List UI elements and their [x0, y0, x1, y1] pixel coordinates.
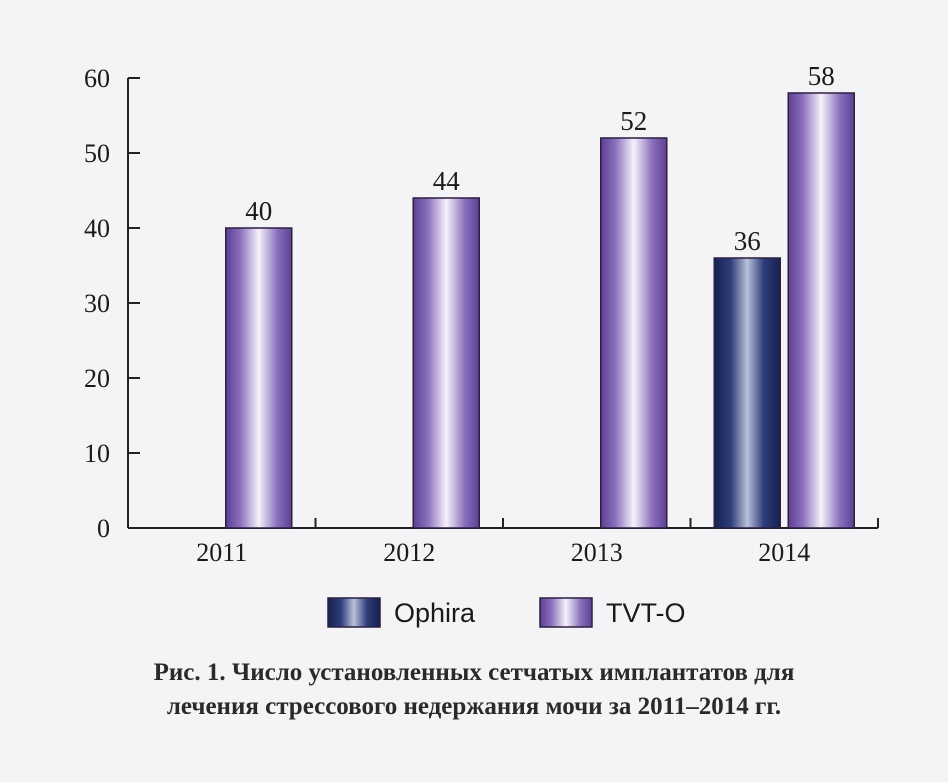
- bar-chart: 0 10 20 30 40 50 60 2011 2012 2013 2014 36 40 44 52 58…: [84, 61, 879, 628]
- y-tick-label: 50: [84, 139, 110, 168]
- bar-ophira-2014: [713, 257, 781, 529]
- y-tick-label: 10: [84, 439, 110, 468]
- data-label: 58: [808, 61, 835, 91]
- x-tick-label: 2014: [758, 538, 810, 567]
- data-label: 40: [245, 196, 272, 226]
- x-tick-label: 2013: [571, 538, 623, 567]
- caption-line-2: лечения стрессового недержания мочи за 2…: [166, 693, 782, 720]
- y-tick-label: 40: [84, 214, 110, 243]
- y-tick-label: 0: [97, 514, 110, 543]
- axes: 0 10 20 30 40 50 60 2011 2012 2013 2014: [84, 64, 879, 567]
- figure-caption: Рис. 1. Число установленных сетчатых имп…: [0, 656, 948, 724]
- x-tick-label: 2011: [196, 538, 247, 567]
- data-labels: 36 40 44 52 58: [245, 61, 835, 256]
- y-tick-label: 60: [84, 64, 110, 93]
- caption-line-1: Рис. 1. Число установленных сетчатых имп…: [153, 659, 795, 686]
- legend-swatch-tvt-o: [539, 597, 593, 628]
- bar-tvt-o-2012: [412, 197, 480, 529]
- data-label: 44: [433, 166, 461, 196]
- bar-tvt-o-2014: [787, 92, 855, 529]
- bar-tvt-o-2013: [600, 137, 668, 529]
- legend-swatch-ophira: [327, 597, 381, 628]
- legend-label: Ophira: [394, 598, 476, 628]
- x-tick-label: 2012: [383, 538, 435, 567]
- data-label: 52: [620, 106, 647, 136]
- y-tick-label: 20: [84, 364, 110, 393]
- bars: [225, 92, 855, 529]
- bar-tvt-o-2011: [225, 227, 293, 529]
- data-label: 36: [734, 226, 761, 256]
- legend: Ophira TVT-O: [327, 597, 686, 628]
- y-tick-label: 30: [84, 289, 110, 318]
- legend-label: TVT-O: [606, 598, 686, 628]
